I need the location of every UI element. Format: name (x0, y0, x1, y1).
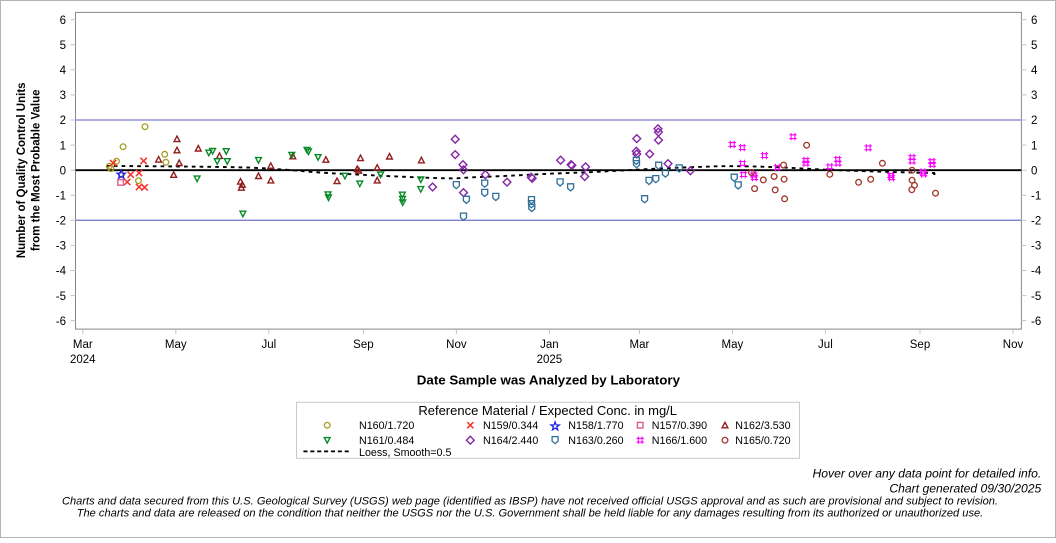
svg-text:N165/0.720: N165/0.720 (735, 435, 790, 447)
svg-text:N158/1.770: N158/1.770 (568, 420, 623, 432)
svg-text:6: 6 (1031, 15, 1037, 27)
svg-text:Jul: Jul (818, 339, 833, 351)
svg-text:-4: -4 (1031, 266, 1042, 278)
svg-text:2: 2 (1031, 115, 1037, 127)
svg-text:3: 3 (60, 90, 66, 102)
svg-text:-3: -3 (1031, 241, 1041, 253)
svg-text:-6: -6 (1031, 316, 1041, 328)
svg-text:Hover over any data point for: Hover over any data point for detailed i… (813, 467, 1042, 481)
svg-text:N164/2.440: N164/2.440 (483, 435, 538, 447)
svg-text:-3: -3 (56, 241, 66, 253)
svg-text:-6: -6 (56, 316, 66, 328)
svg-text:Sep: Sep (353, 339, 373, 351)
svg-text:-1: -1 (1031, 190, 1041, 202)
svg-text:3: 3 (1031, 90, 1037, 102)
svg-text:Mar: Mar (73, 339, 93, 351)
svg-text:Reference Material / Expected: Reference Material / Expected Conc. in m… (418, 403, 677, 418)
svg-text:Number of Quality Control Unit: Number of Quality Control Units (16, 82, 28, 258)
svg-text:1: 1 (1031, 140, 1037, 152)
svg-text:Nov: Nov (1003, 339, 1024, 351)
svg-text:N159/0.344: N159/0.344 (483, 420, 538, 432)
svg-text:-5: -5 (1031, 291, 1041, 303)
svg-text:Date Sample was Analyzed by La: Date Sample was Analyzed by Laboratory (417, 372, 681, 387)
svg-text:Jan: Jan (540, 339, 559, 351)
svg-text:N163/0.260: N163/0.260 (568, 435, 623, 447)
svg-text:Charts and data secured from t: Charts and data secured from this U.S. G… (62, 496, 998, 508)
svg-text:0: 0 (1031, 165, 1037, 177)
svg-text:-2: -2 (1031, 216, 1041, 228)
svg-text:6: 6 (60, 15, 66, 27)
svg-text:Nov: Nov (446, 339, 467, 351)
svg-text:1: 1 (60, 140, 66, 152)
svg-text:Loess, Smooth=0.5: Loess, Smooth=0.5 (359, 447, 451, 459)
svg-text:May: May (165, 339, 187, 351)
svg-text:5: 5 (60, 40, 66, 52)
svg-text:N161/0.484: N161/0.484 (359, 435, 414, 447)
svg-text:Sep: Sep (910, 339, 930, 351)
svg-text:May: May (722, 339, 744, 351)
svg-text:N162/3.530: N162/3.530 (735, 420, 790, 432)
svg-text:4: 4 (1031, 65, 1038, 77)
svg-text:Mar: Mar (629, 339, 649, 351)
svg-text:2: 2 (60, 115, 66, 127)
svg-text:N160/1.720: N160/1.720 (359, 420, 414, 432)
svg-text:Chart generated 09/30/2025: Chart generated 09/30/2025 (889, 482, 1041, 496)
svg-text:4: 4 (60, 65, 67, 77)
svg-text:0: 0 (60, 165, 66, 177)
svg-text:from the Most Probable Value: from the Most Probable Value (30, 89, 42, 251)
svg-text:2025: 2025 (537, 354, 563, 366)
svg-text:-2: -2 (56, 216, 66, 228)
svg-text:N166/1.600: N166/1.600 (652, 435, 707, 447)
svg-text:5: 5 (1031, 40, 1037, 52)
svg-text:-5: -5 (56, 291, 66, 303)
svg-text:N157/0.390: N157/0.390 (652, 420, 707, 432)
svg-text:The charts and data are releas: The charts and data are released on the … (77, 508, 984, 520)
svg-text:-1: -1 (56, 190, 66, 202)
svg-text:-4: -4 (56, 266, 67, 278)
svg-text:2024: 2024 (70, 354, 96, 366)
svg-text:Jul: Jul (261, 339, 276, 351)
